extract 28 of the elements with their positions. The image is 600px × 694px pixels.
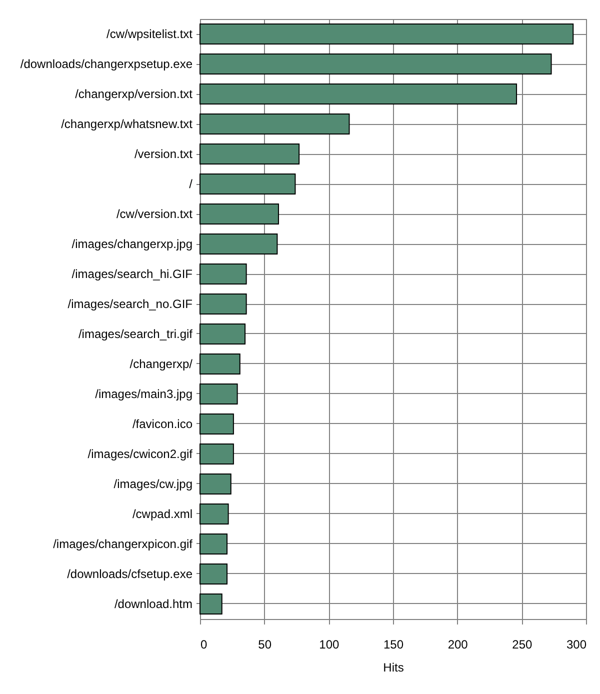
y-tick-label: /downloads/cfsetup.exe	[67, 566, 193, 581]
y-tick-label: /cw/wpsitelist.txt	[106, 27, 194, 42]
y-tick-label: /images/search_no.GIF	[68, 297, 192, 311]
y-tick-label: /images/cw.jpg	[114, 476, 192, 491]
x-axis-title: Hits	[383, 660, 404, 674]
y-tick-label: /images/changerxpicon.gif	[53, 536, 194, 551]
y-tick-label: /changerxp/whatsnew.txt	[61, 117, 194, 132]
y-tick-label: /	[189, 177, 194, 192]
y-tick-label: /cwpad.xml	[132, 506, 192, 521]
y-tick-label: /images/search_hi.GIF	[72, 267, 192, 281]
y-tick-label: /images/changerxp.jpg	[72, 237, 192, 251]
y-tick-label: /changerxp/	[130, 357, 194, 371]
y-tick-label: /version.txt	[134, 147, 194, 162]
x-tick-label: 150	[383, 638, 404, 652]
x-tick-label: 300	[566, 638, 587, 652]
x-tick-label: 100	[319, 638, 340, 652]
x-tick-label: 50	[258, 638, 272, 652]
y-tick-label: /images/search_tri.gif	[78, 327, 194, 341]
x-tick-label: 0	[200, 638, 208, 652]
y-tick-label: /changerxp/version.txt	[75, 87, 194, 102]
x-tick-label: 200	[448, 638, 468, 652]
y-tick-label: /images/cwicon2.gif	[88, 446, 194, 461]
x-tick-label: 250	[512, 638, 532, 652]
y-tick-label: /images/main3.jpg	[95, 387, 192, 401]
y-tick-label: /download.htm	[114, 596, 193, 611]
y-tick-label: /favicon.ico	[132, 417, 193, 431]
y-tick-label: /downloads/changerxpsetup.exe	[20, 57, 193, 72]
y-tick-label: /cw/version.txt	[116, 207, 194, 221]
